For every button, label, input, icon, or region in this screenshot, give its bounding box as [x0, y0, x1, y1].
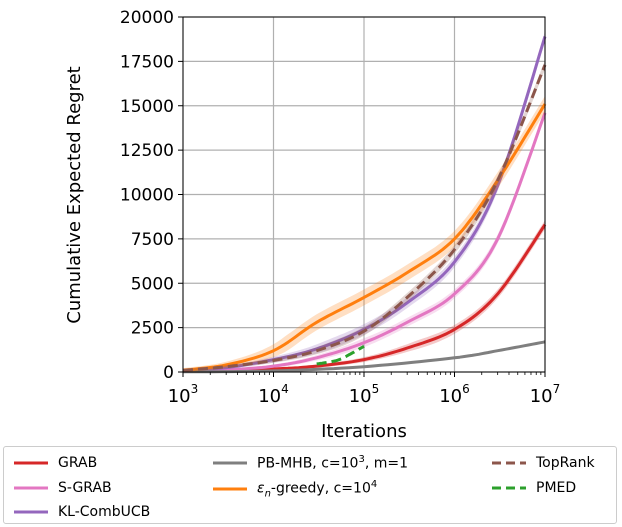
x-axis-label: Iterations: [321, 421, 407, 442]
legend-label-pb-mhb: PB-MHB, c=103, m=1: [257, 454, 409, 472]
legend-swatch-en-greedy: [213, 487, 247, 491]
y-tick-label: 15000: [120, 97, 174, 117]
legend-item-en-greedy: εn-greedy, c=104: [211, 478, 377, 500]
legend-item-pmed: PMED: [490, 477, 576, 499]
x-tick-label: 106: [439, 382, 470, 407]
ticks: 0 2500 5000 7500 10000 12500 15000 17500 20000 10…: [120, 8, 560, 407]
y-tick-label: 17500: [120, 52, 174, 72]
y-tick-label: 12500: [120, 141, 174, 161]
y-tick-label: 5000: [131, 274, 174, 294]
legend-item-toprank: TopRank: [490, 452, 595, 474]
legend-swatch-toprank: [492, 461, 526, 465]
y-tick-label: 20000: [120, 8, 174, 28]
y-axis-label: Cumulative Expected Regret: [64, 66, 85, 324]
series-line-toprank: [182, 64, 547, 372]
legend-label-s-grab: S-GRAB: [58, 480, 112, 496]
series-line-pmed: [316, 344, 365, 366]
y-tick-label: 7500: [131, 230, 174, 250]
legend-item-s-grab: S-GRAB: [12, 477, 112, 499]
series-line-s-grab: [182, 112, 547, 373]
series-line-kl-combucb: [182, 36, 547, 373]
legend-label-toprank: TopRank: [536, 455, 595, 471]
legend-label-kl-combucb: KL-CombUCB: [58, 504, 151, 520]
x-tick-label: 107: [530, 382, 561, 407]
series-group: [182, 31, 547, 374]
legend: GRAB S-GRAB KL-CombUCB PB-MHB, c=103, m=…: [3, 446, 617, 524]
x-tick-label: 103: [168, 382, 199, 407]
series-line-pb-mhb-c-10-m-1: [183, 340, 546, 374]
legend-swatch-pb-mhb: [213, 461, 247, 465]
series-line-n-greedy-c-10: [182, 103, 547, 372]
legend-item-grab: GRAB: [12, 452, 97, 474]
legend-item-kl-combucb: KL-CombUCB: [12, 501, 150, 523]
legend-swatch-s-grab: [14, 486, 48, 490]
y-tick-label: 2500: [131, 319, 174, 339]
y-tick-label: 0: [163, 363, 174, 383]
chart: 0 2500 5000 7500 10000 12500 15000 17500 20000 10…: [64, 8, 560, 442]
legend-label-pmed: PMED: [536, 480, 577, 496]
legend-swatch-kl-combucb: [14, 510, 48, 514]
legend-swatch-grab: [14, 461, 48, 465]
legend-label-en-greedy: εn-greedy, c=104: [257, 478, 378, 500]
legend-item-pb-mhb: PB-MHB, c=103, m=1: [211, 452, 408, 474]
y-tick-label: 10000: [120, 186, 174, 206]
x-tick-label: 104: [258, 382, 289, 407]
x-tick-label: 105: [349, 382, 380, 407]
legend-label-grab: GRAB: [58, 455, 98, 471]
legend-swatch-pmed: [492, 486, 526, 490]
